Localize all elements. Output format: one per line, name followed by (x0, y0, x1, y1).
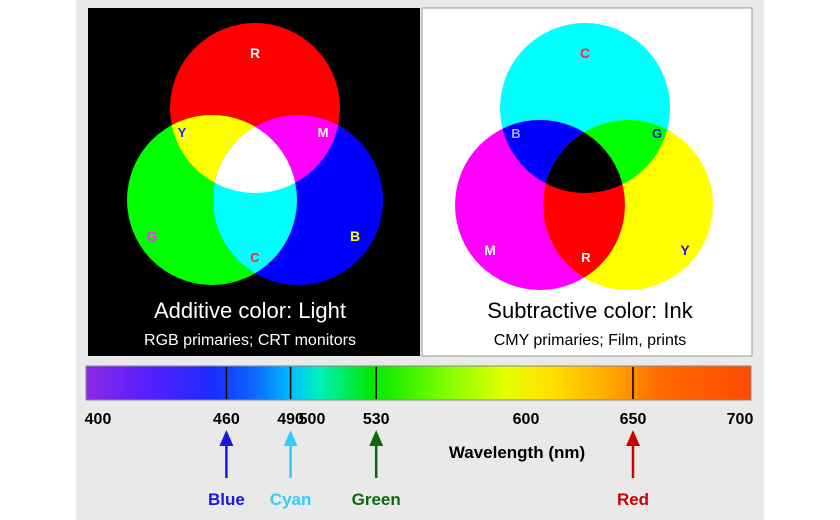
spectrum-ticks: 400 460 490 500 530 600 650 700 (85, 411, 754, 428)
marker-label-cyan: Cyan (270, 490, 312, 509)
cyan-arrow-icon (283, 430, 298, 478)
subtractive-title: Subtractive color: Ink (487, 298, 693, 323)
label-y-sub: Y (680, 242, 690, 258)
spectrum-marks (225, 367, 634, 399)
label-r-sub: R (581, 250, 591, 265)
tick-490: 490 (277, 411, 304, 428)
marker-label-green: Green (352, 490, 401, 509)
label-b-sub: B (511, 126, 520, 141)
white-overlap (213, 115, 297, 193)
tick-460: 460 (213, 411, 240, 428)
wavelength-axis-label: Wavelength (nm) (449, 443, 585, 462)
blue-arrow-icon (219, 430, 234, 478)
marker-label-blue: Blue (208, 490, 245, 509)
additive-venn (127, 23, 383, 285)
tick-530: 530 (363, 411, 390, 428)
label-b: B (350, 228, 360, 244)
additive-subtitle: RGB primaries; CRT monitors (144, 332, 356, 349)
label-y: Y (178, 125, 187, 140)
red-arrow-icon (626, 430, 640, 478)
marker-label-red: Red (617, 490, 649, 509)
subtractive-venn (455, 23, 713, 290)
additive-title: Additive color: Light (154, 298, 346, 323)
tick-400: 400 (85, 411, 112, 428)
wavelength-marker-labels: Blue Cyan Green Red (208, 490, 649, 509)
subtractive-subtitle: CMY primaries; Film, prints (494, 332, 687, 349)
tick-650: 650 (620, 411, 647, 428)
label-c: C (250, 250, 260, 265)
black-overlap (543, 120, 625, 193)
tick-700: 700 (727, 411, 754, 428)
tick-600: 600 (513, 411, 540, 428)
label-m: M (318, 125, 329, 140)
label-c-sub: C (580, 45, 590, 61)
label-m-sub: M (484, 242, 496, 258)
green-arrow-icon (369, 430, 384, 478)
tick-500: 500 (299, 411, 326, 428)
label-g-sub: G (652, 126, 662, 141)
label-g: G (147, 228, 158, 244)
wavelength-arrows (219, 430, 640, 478)
spectrum-bar (85, 365, 752, 401)
label-r: R (250, 45, 260, 61)
